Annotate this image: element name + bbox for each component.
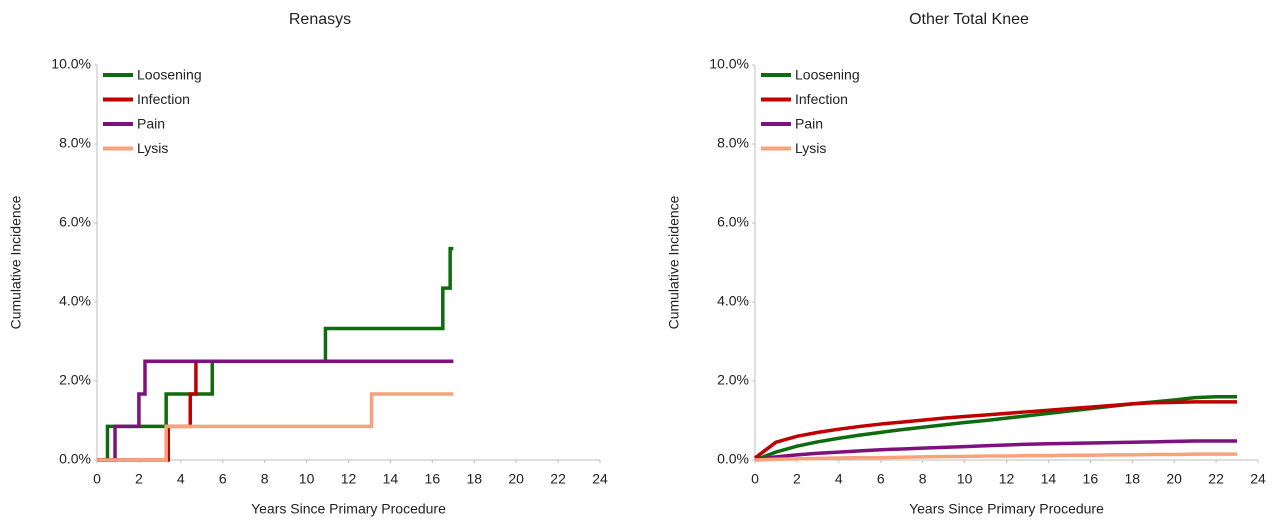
legend-label: Pain [137, 116, 165, 132]
legend-label: Loosening [137, 67, 202, 83]
x-tick-label: 4 [177, 471, 185, 487]
x-tick-label: 6 [219, 471, 227, 487]
x-tick-label: 22 [550, 471, 566, 487]
chart-title: Other Total Knee [909, 11, 1029, 28]
chart-title: Renasys [289, 11, 351, 28]
legend-label: Lysis [137, 140, 168, 156]
y-tick-label: 10.0% [709, 56, 749, 72]
x-tick-label: 14 [1041, 471, 1057, 487]
series-line [97, 359, 454, 462]
legend-label: Loosening [795, 67, 860, 83]
x-tick-label: 18 [466, 471, 482, 487]
x-tick-label: 16 [425, 471, 441, 487]
y-tick-label: 2.0% [59, 372, 91, 388]
series-line [754, 395, 1238, 462]
x-tick-label: 2 [793, 471, 801, 487]
series-line [97, 359, 454, 462]
legend-label: Pain [795, 116, 823, 132]
legend-label: Lysis [795, 140, 826, 156]
y-tick-label: 8.0% [717, 135, 749, 151]
x-tick-label: 14 [383, 471, 399, 487]
legend-label: Infection [795, 91, 848, 107]
series-line [754, 439, 1238, 462]
x-tick-label: 8 [261, 471, 269, 487]
x-axis-title: Years Since Primary Procedure [251, 501, 446, 517]
x-tick-label: 4 [835, 471, 843, 487]
x-axis-title: Years Since Primary Procedure [909, 501, 1104, 517]
y-tick-label: 10.0% [51, 56, 91, 72]
x-tick-label: 12 [999, 471, 1015, 487]
series-line [97, 246, 454, 462]
x-tick-label: 24 [592, 471, 608, 487]
x-tick-label: 6 [877, 471, 885, 487]
series-line [754, 452, 1238, 462]
y-tick-label: 6.0% [717, 214, 749, 230]
series-line [97, 392, 454, 462]
y-tick-label: 4.0% [59, 293, 91, 309]
x-tick-label: 10 [957, 471, 973, 487]
x-tick-label: 2 [135, 471, 143, 487]
y-tick-label: 2.0% [717, 372, 749, 388]
x-tick-label: 0 [93, 471, 101, 487]
x-tick-label: 12 [341, 471, 357, 487]
y-axis-title: Cumulative Incidence [8, 195, 24, 329]
x-tick-label: 20 [508, 471, 524, 487]
x-tick-label: 20 [1166, 471, 1182, 487]
x-tick-label: 24 [1250, 471, 1266, 487]
x-tick-label: 8 [919, 471, 927, 487]
x-tick-label: 22 [1208, 471, 1224, 487]
y-tick-label: 4.0% [717, 293, 749, 309]
x-tick-label: 10 [299, 471, 315, 487]
series-line [753, 400, 1238, 460]
y-tick-label: 0.0% [59, 451, 91, 467]
x-tick-label: 0 [751, 471, 759, 487]
legend-label: Infection [137, 91, 190, 107]
y-tick-label: 0.0% [717, 451, 749, 467]
y-tick-label: 6.0% [59, 214, 91, 230]
y-tick-label: 8.0% [59, 135, 91, 151]
x-tick-label: 18 [1124, 471, 1140, 487]
y-axis-title: Cumulative Incidence [666, 195, 682, 329]
x-tick-label: 16 [1083, 471, 1099, 487]
